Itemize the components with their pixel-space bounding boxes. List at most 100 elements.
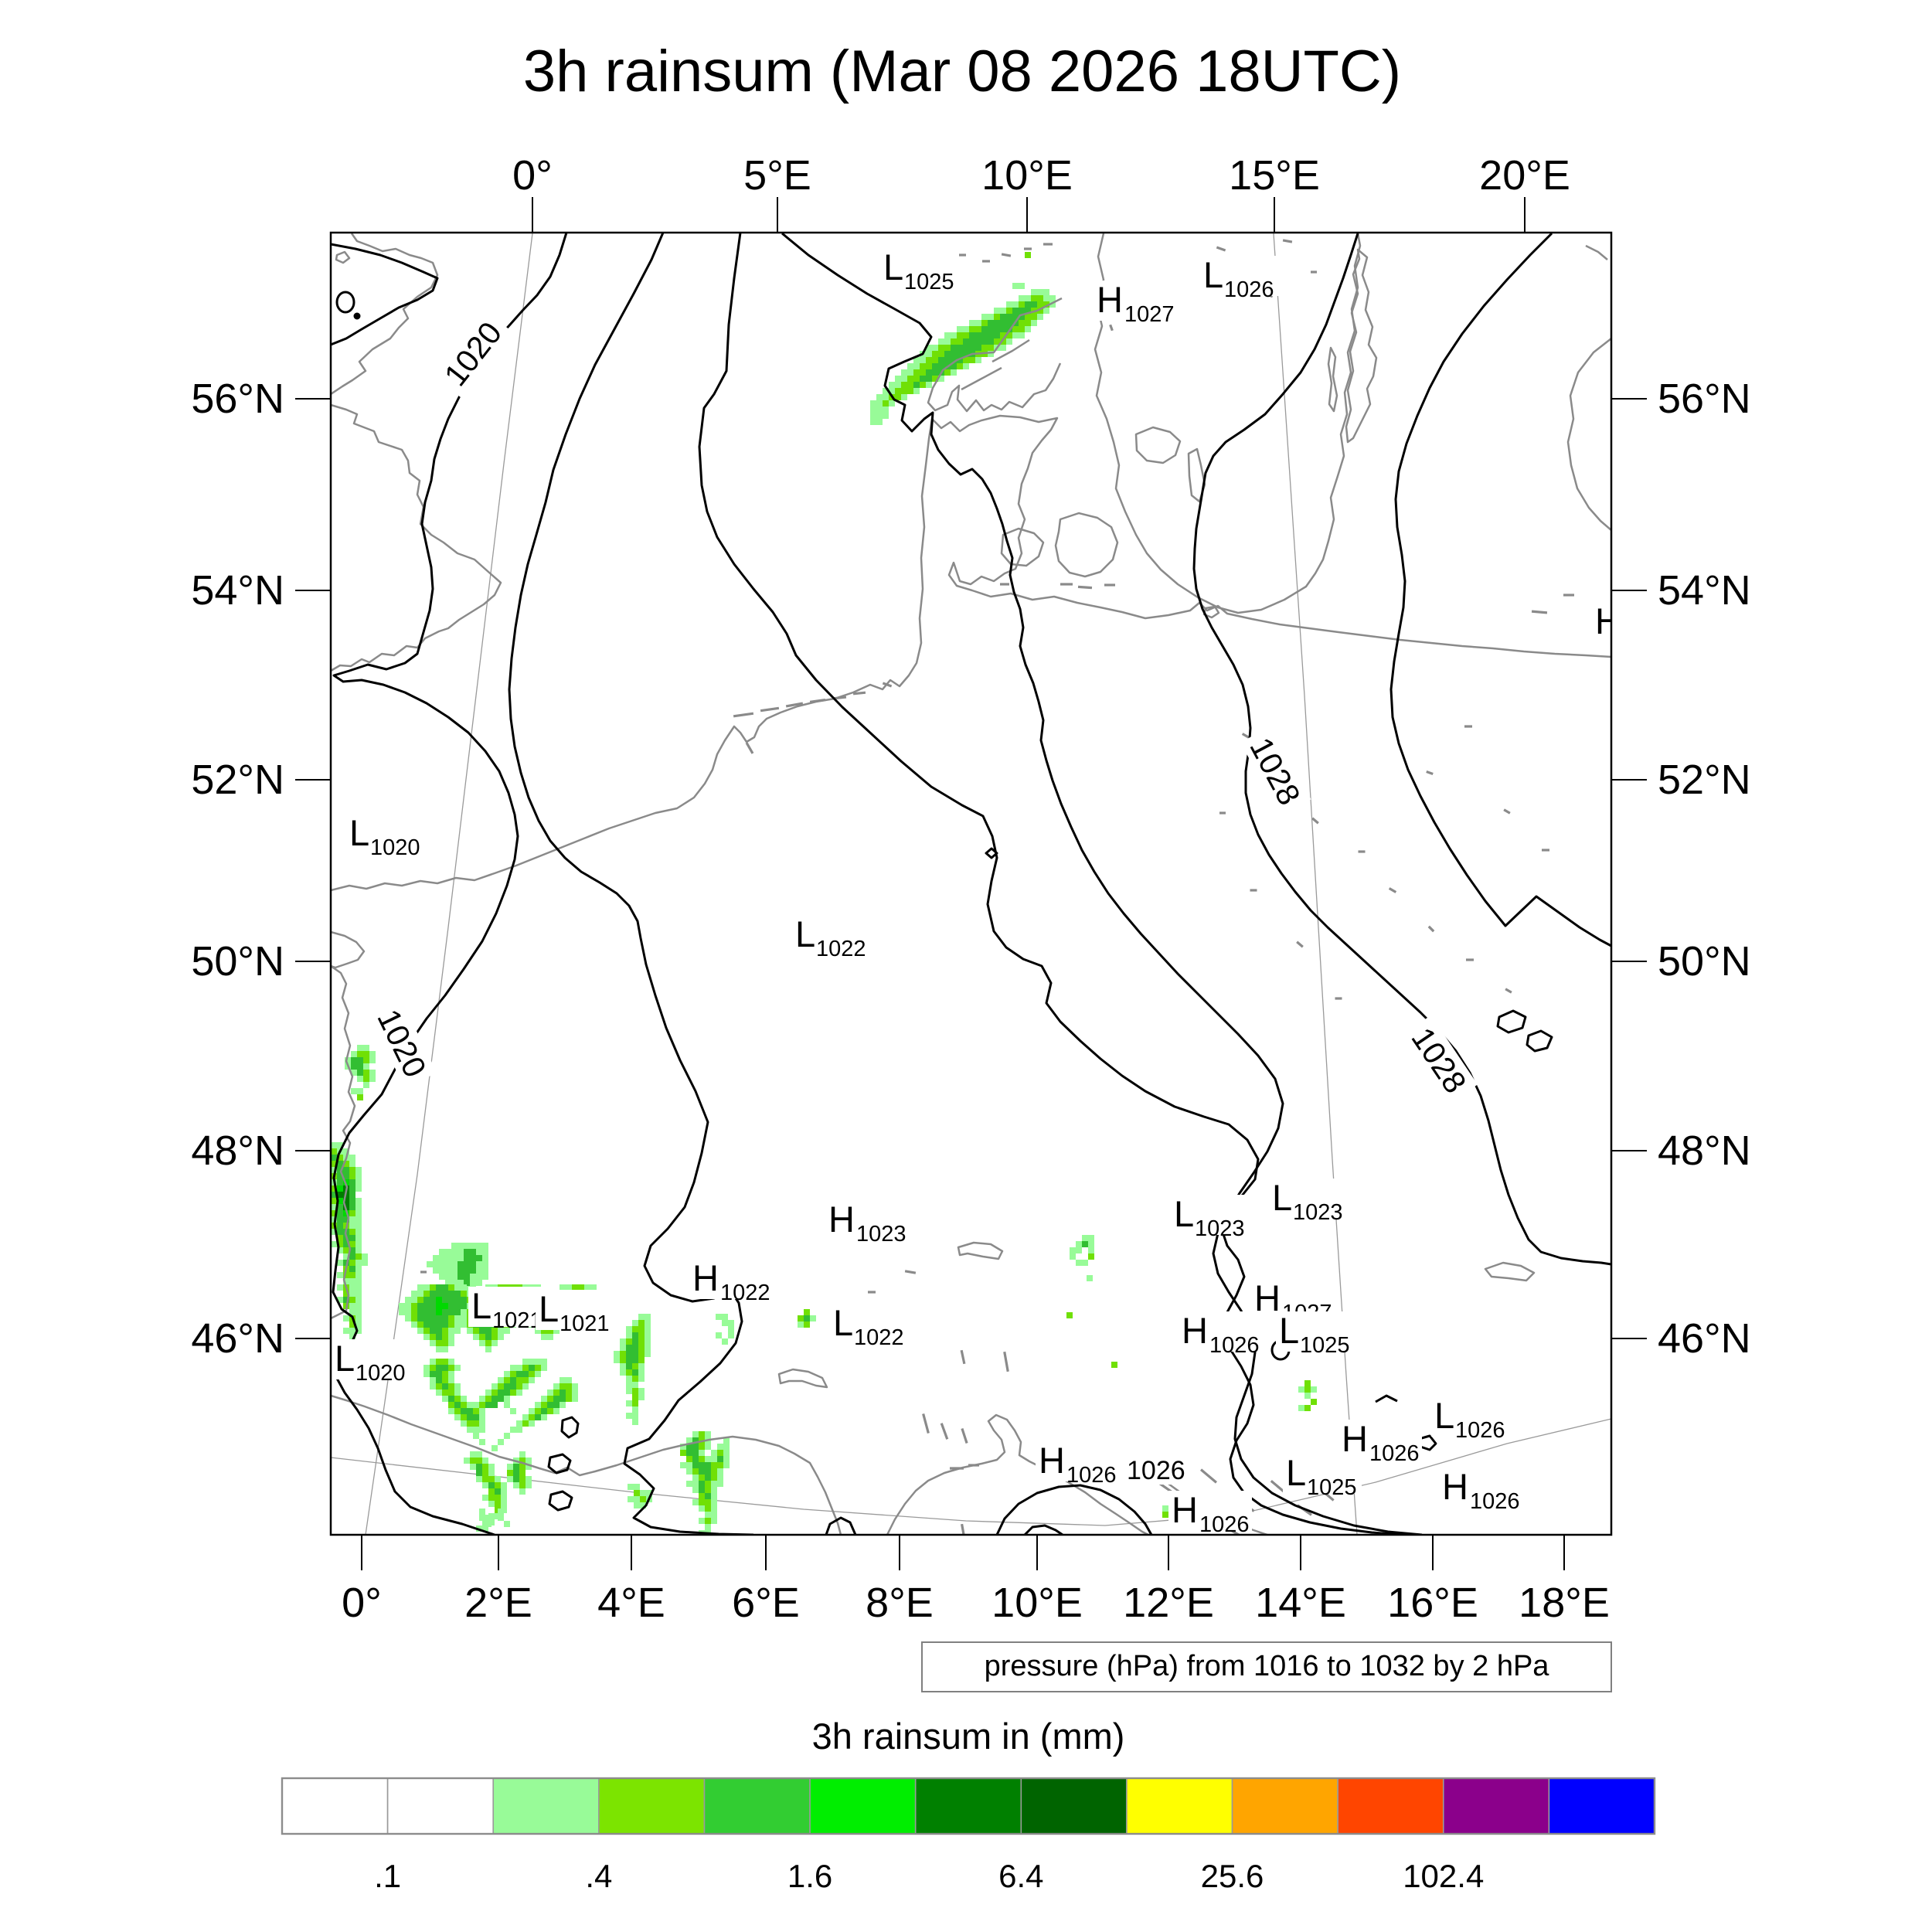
rain-cell <box>464 1255 470 1261</box>
rain-cell <box>498 1389 504 1396</box>
coastline-islet <box>1503 808 1511 815</box>
rain-cell <box>362 1253 368 1260</box>
rain-cell <box>351 1070 357 1076</box>
rain-cell <box>485 1328 492 1334</box>
rain-cell <box>1006 320 1012 326</box>
rain-cell <box>907 382 913 388</box>
rain-cell <box>632 1382 638 1388</box>
rain-cell <box>467 1420 473 1427</box>
rain-cell <box>355 1241 362 1247</box>
rain-cell <box>1037 314 1043 320</box>
rain-cell <box>716 1314 722 1320</box>
axis-label-left: 56°N <box>191 376 284 422</box>
graticule-line <box>365 233 533 1535</box>
pressure-label-box <box>1283 1454 1362 1494</box>
rain-cell <box>479 1340 485 1346</box>
rain-cell <box>889 400 895 406</box>
coastline-islet <box>1109 324 1114 332</box>
coastline-islet <box>960 1349 966 1365</box>
rain-cell <box>430 1371 436 1377</box>
rain-cell <box>529 1365 535 1371</box>
rain-cell <box>439 1255 445 1261</box>
rain-cell <box>620 1338 626 1345</box>
rain-cell <box>692 1456 699 1462</box>
rain-cell <box>436 1315 442 1321</box>
rain-cell <box>932 345 938 351</box>
rain-cell <box>337 1179 343 1185</box>
rain-cell <box>981 314 988 320</box>
rain-cell <box>337 1247 343 1253</box>
rain-cell <box>479 1420 485 1427</box>
rain-cell <box>526 1476 532 1482</box>
rain-cell <box>498 1515 504 1521</box>
rain-cell <box>1043 289 1049 295</box>
rain-cell <box>369 1057 376 1063</box>
rain-cell <box>634 1490 640 1496</box>
rain-cell <box>337 1155 343 1161</box>
rain-cell <box>692 1444 699 1450</box>
coastline-islet <box>882 682 893 688</box>
rain-cell <box>451 1267 457 1274</box>
rain-cell <box>343 1216 349 1223</box>
pressure-label-box <box>825 1200 909 1240</box>
axis-label-bottom: 14°E <box>1255 1580 1346 1626</box>
rain-cell <box>473 1433 479 1439</box>
rain-cell <box>626 1400 632 1406</box>
rain-cell <box>355 1284 362 1291</box>
rain-cell <box>451 1280 457 1286</box>
rain-cell <box>553 1389 560 1396</box>
rain-cell <box>522 1365 529 1371</box>
pressure-center-value: 1026 <box>1224 277 1274 302</box>
rain-cell <box>711 1456 717 1462</box>
colorbar: 3h rainsum in (mm) .1 .4 1.6 6.4 25.6 102.4 <box>281 1716 1656 1894</box>
rain-cell <box>436 1346 442 1352</box>
rain-cell <box>349 1241 355 1247</box>
rain-cell <box>464 1280 470 1286</box>
rain-cell <box>457 1249 464 1255</box>
rain-cell <box>951 338 957 345</box>
pressure-label-box <box>1168 1491 1252 1531</box>
rain-cell <box>337 1229 343 1235</box>
rain-cell <box>969 326 975 332</box>
rain-cell <box>1037 295 1043 301</box>
rain-cell <box>485 1515 492 1521</box>
rain-cell <box>337 1241 343 1247</box>
rain-cell <box>876 419 883 425</box>
rain-cell <box>337 1272 343 1278</box>
rain-cell <box>705 1505 711 1512</box>
coastline-islet <box>1200 1468 1217 1484</box>
rain-cell <box>632 1351 638 1357</box>
rain-cell <box>951 357 957 363</box>
rain-cell <box>1162 1505 1168 1512</box>
rain-cell <box>699 1481 705 1487</box>
pressure-center-letter: H <box>692 1257 719 1298</box>
rain-cell <box>1076 1247 1082 1253</box>
rain-cell <box>883 406 889 413</box>
rain-cell <box>343 1297 349 1303</box>
rain-cell <box>495 1476 501 1482</box>
rain-cell <box>692 1475 699 1481</box>
rain-cell <box>686 1468 692 1475</box>
rain-cell <box>343 1247 349 1253</box>
rain-cell <box>501 1488 507 1495</box>
pressure-label: L 1021 <box>536 1288 614 1336</box>
rain-cell <box>901 369 907 376</box>
rain-cell <box>723 1450 730 1456</box>
rain-cell <box>699 1462 705 1468</box>
rain-cell <box>355 1198 362 1204</box>
rain-cell <box>448 1365 454 1371</box>
rain-cell <box>529 1371 535 1377</box>
rain-cell <box>1111 1362 1117 1368</box>
rain-cell <box>433 1267 439 1274</box>
rain-cell <box>504 1402 510 1408</box>
rain-cell <box>445 1280 451 1286</box>
rain-cell <box>482 1249 488 1255</box>
rain-cell <box>464 1243 470 1249</box>
rain-cell <box>470 1255 476 1261</box>
rain-cell <box>488 1495 495 1501</box>
rain-cell <box>640 1502 646 1509</box>
rain-cell <box>645 1326 651 1332</box>
rain-cell <box>628 1496 634 1502</box>
coastline-islet <box>1311 817 1319 825</box>
rain-cell <box>369 1070 376 1076</box>
